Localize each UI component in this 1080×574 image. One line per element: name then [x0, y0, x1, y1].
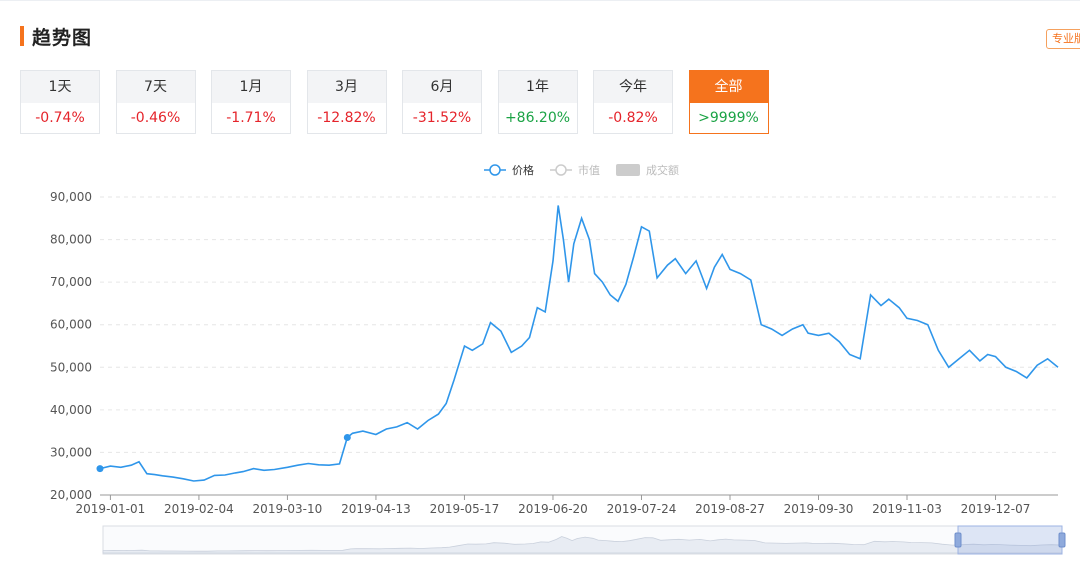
data-point-marker: [343, 434, 351, 442]
period-tab-label: 1月: [212, 71, 290, 103]
x-tick-label: 2019-02-04: [164, 502, 234, 516]
data-point-start: [96, 465, 104, 473]
legend-label: 市值: [578, 163, 600, 177]
period-tab-change: -31.52%: [412, 110, 472, 126]
y-tick-label: 50,000: [50, 360, 92, 374]
x-tick-label: 2019-12-07: [961, 502, 1031, 516]
period-tab-7[interactable]: 全部 >9999%: [688, 70, 769, 134]
chart-markers: [96, 434, 351, 473]
y-tick-label: 80,000: [50, 233, 92, 247]
y-tick-label: 60,000: [50, 318, 92, 332]
x-axis: 2019-01-01 2019-02-04 2019-03-10 2019-04-13…: [76, 494, 1058, 516]
period-tab-label: 全部: [689, 71, 768, 103]
chart-legend: 价格 市值 成交额: [484, 163, 679, 177]
zoom-handle-left[interactable]: [954, 532, 962, 548]
zoom-handle-right[interactable]: [1058, 532, 1066, 548]
legend-item-1[interactable]: 市值: [550, 163, 600, 177]
legend-symbol: [616, 164, 640, 176]
series-line-price: [99, 205, 1059, 482]
period-tab-label: 1年: [498, 71, 577, 103]
data-zoom-slider[interactable]: [102, 525, 1066, 555]
x-tick-label: 2019-07-24: [607, 502, 677, 516]
period-tab-0[interactable]: 1天 -0.74%: [20, 70, 100, 134]
period-tab-label: 今年: [594, 71, 672, 103]
period-tab-change: -0.82%: [608, 110, 658, 126]
period-tab-change: -12.82%: [317, 110, 376, 126]
period-tab-6[interactable]: 今年 -0.82%: [593, 70, 673, 134]
y-tick-label: 90,000: [50, 190, 92, 204]
period-tab-2[interactable]: 1月 -1.71%: [211, 70, 291, 134]
y-tick-label: 70,000: [50, 275, 92, 289]
title-accent-bar: [20, 26, 24, 46]
section-header: 趋势图: [20, 24, 93, 49]
period-tab-label: 3月: [307, 71, 386, 103]
x-tick-label: 2019-08-27: [695, 502, 765, 516]
page-title: 趋势图: [32, 26, 93, 49]
pro-version-button[interactable]: 专业版: [1046, 29, 1080, 49]
period-tab-change: +86.20%: [504, 110, 571, 126]
period-tab-label: 1天: [21, 71, 99, 103]
x-tick-label: 2019-06-20: [518, 502, 588, 516]
x-tick-label: 2019-04-13: [341, 502, 411, 516]
chart-grid: [100, 196, 1058, 453]
y-tick-label: 20,000: [50, 488, 92, 502]
zoom-preview-area: [102, 536, 1063, 554]
x-tick-label: 2019-09-30: [784, 502, 854, 516]
x-tick-label: 2019-05-17: [430, 502, 500, 516]
legend-item-0[interactable]: 价格: [484, 163, 534, 177]
period-tab-5[interactable]: 1年 +86.20%: [497, 70, 578, 134]
x-tick-label: 2019-01-01: [76, 502, 146, 516]
period-tab-label: 6月: [403, 71, 481, 103]
y-axis: 20,000 30,000 40,000 50,000 60,000 70,000 80,0…: [50, 190, 92, 502]
legend-label: 价格: [512, 163, 534, 177]
period-tab-change: -1.71%: [226, 110, 276, 126]
y-tick-label: 30,000: [50, 445, 92, 459]
zoom-selection: [957, 525, 1063, 555]
period-tab-label: 7天: [116, 71, 195, 103]
period-tab-4[interactable]: 6月 -31.52%: [402, 70, 482, 134]
top-border: [0, 0, 1080, 1]
period-tab-3[interactable]: 3月 -12.82%: [306, 70, 387, 134]
x-tick-label: 2019-03-10: [253, 502, 323, 516]
legend-symbol: [489, 164, 501, 176]
legend-label: 成交额: [646, 163, 679, 177]
period-tab-change: -0.74%: [35, 110, 85, 126]
period-tab-1[interactable]: 7天 -0.46%: [115, 70, 196, 134]
y-tick-label: 40,000: [50, 403, 92, 417]
legend-symbol: [555, 164, 567, 176]
x-tick-label: 2019-11-03: [872, 502, 942, 516]
legend-item-2[interactable]: 成交额: [616, 163, 679, 177]
period-tab-change: -0.46%: [130, 110, 181, 126]
period-tab-change: >9999%: [698, 110, 759, 126]
